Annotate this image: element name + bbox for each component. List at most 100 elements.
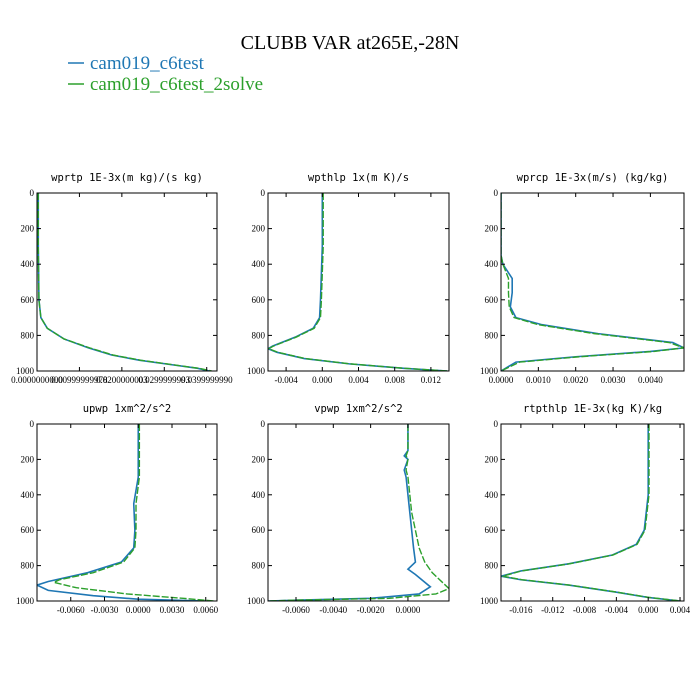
y-tick-label: 0 <box>261 419 266 429</box>
series-line-c6test <box>37 424 206 601</box>
panel-title: wprtp 1E-3x(m kg)/(s kg) <box>51 172 203 184</box>
x-tick-label: 0.0030 <box>601 375 626 385</box>
axis-frame <box>36 423 218 602</box>
panel-title: upwp 1xm^2/s^2 <box>83 403 172 415</box>
axis-frame <box>267 423 450 602</box>
x-tick-label: -0.004 <box>274 375 298 385</box>
series-line-c6test <box>268 424 432 601</box>
chart-panel-5: vpwp 1xm^2/s^2 0 200 400 600 800 1000 -0.0060 -0… <box>247 403 450 615</box>
y-tick-label: 800 <box>21 561 35 571</box>
series-line-c6test-2solve <box>51 424 215 601</box>
x-tick-label: 0.0060 <box>193 605 218 615</box>
x-tick-label: -0.0020 <box>357 605 385 615</box>
y-tick-label: 200 <box>21 454 35 464</box>
series-line-c6test <box>37 193 210 371</box>
y-tick-label: 600 <box>21 525 35 535</box>
y-tick-label: 1000 <box>16 366 35 376</box>
y-tick-label: 200 <box>21 224 35 234</box>
y-tick-label: 600 <box>252 525 266 535</box>
y-tick-label: 1000 <box>247 366 266 376</box>
y-tick-label: 200 <box>485 224 499 234</box>
y-tick-label: 200 <box>252 454 266 464</box>
x-tick-label: 0.0030 <box>160 605 185 615</box>
y-tick-label: 0 <box>494 419 499 429</box>
y-tick-label: 0 <box>261 188 266 198</box>
x-tick-label: 0.0000 <box>126 605 151 615</box>
x-tick-label: 0.0040 <box>638 375 663 385</box>
series-line-c6test-2solve <box>501 193 684 371</box>
y-tick-label: 1000 <box>480 366 499 376</box>
series-line-c6test-2solve <box>268 193 449 371</box>
x-tick-label: 0.0020 <box>563 375 588 385</box>
y-tick-label: 600 <box>21 295 35 305</box>
legend: cam019_c6test cam019_c6test_2solve <box>68 53 263 95</box>
y-tick-label: 600 <box>252 295 266 305</box>
panel-title: vpwp 1xm^2/s^2 <box>314 403 403 415</box>
series-line-c6test <box>501 193 684 371</box>
x-tick-label: 0.0000000000 <box>11 375 63 385</box>
x-tick-label: 0.0000 <box>489 375 514 385</box>
y-tick-label: 0 <box>30 188 35 198</box>
x-tick-label: 0.004 <box>670 605 691 615</box>
y-tick-label: 800 <box>252 330 266 340</box>
y-tick-label: 200 <box>252 224 266 234</box>
x-tick-label: 0.0000 <box>396 605 421 615</box>
axis-frame <box>500 423 685 602</box>
y-tick-label: 800 <box>485 561 499 571</box>
y-tick-label: 800 <box>485 330 499 340</box>
panel-title: wpthlp 1x(m K)/s <box>308 172 409 184</box>
y-tick-label: 400 <box>252 259 266 269</box>
x-tick-label: 0.012 <box>421 375 441 385</box>
panel-title: wprcp 1E-3x(m/s) (kg/kg) <box>517 172 669 184</box>
x-tick-label: -0.0040 <box>319 605 347 615</box>
chart-panel-6: rtpthlp 1E-3x(kg K)/kg02004006008001000-… <box>480 403 691 615</box>
chart-panel-1: wprtp 1E-3x(m kg)/(s kg) 0 200 400 600 800 100… <box>11 172 233 385</box>
x-tick-label: -0.012 <box>541 605 564 615</box>
series-line-c6test <box>268 193 448 371</box>
series-line-c6test-2solve <box>502 424 681 601</box>
y-tick-label: 1000 <box>247 596 266 606</box>
x-tick-label: -0.016 <box>509 605 533 615</box>
x-tick-label: -0.0060 <box>282 605 310 615</box>
figure-title: CLUBB VAR at265E,-28N <box>241 32 460 54</box>
x-tick-label: -0.0030 <box>91 605 119 615</box>
y-tick-label: 400 <box>21 259 35 269</box>
y-tick-label: 600 <box>485 525 499 535</box>
x-tick-label: 0.0010 <box>526 375 551 385</box>
y-tick-label: 800 <box>21 330 35 340</box>
series-line-c6test-2solve <box>37 193 213 371</box>
x-tick-label: 0.00999999978 <box>51 375 108 385</box>
axis-frame <box>500 192 685 372</box>
x-tick-label: 0.000 <box>312 375 333 385</box>
axis-frame <box>36 192 218 372</box>
legend-label-2: cam019_c6test_2solve <box>90 74 263 95</box>
panels-grid: wprtp 1E-3x(m kg)/(s kg) 0 200 400 600 800 100… <box>11 172 691 615</box>
y-tick-label: 1000 <box>16 596 35 606</box>
y-tick-label: 1000 <box>480 596 499 606</box>
x-tick-label: -0.008 <box>573 605 597 615</box>
y-tick-label: 400 <box>485 490 499 500</box>
y-tick-label: 400 <box>252 490 266 500</box>
x-tick-label: 0.008 <box>385 375 406 385</box>
series-line-c6test-2solve <box>268 424 449 601</box>
y-tick-label: 0 <box>30 419 35 429</box>
x-tick-label: -0.004 <box>605 605 629 615</box>
x-tick-label: 0.004 <box>348 375 369 385</box>
x-tick-label: 0.0299999993 <box>138 375 190 385</box>
y-tick-label: 400 <box>485 259 499 269</box>
y-tick-label: 0 <box>494 188 499 198</box>
y-tick-label: 200 <box>485 454 499 464</box>
y-tick-label: 800 <box>252 561 266 571</box>
x-tick-label: 0.0399999990 <box>181 375 233 385</box>
chart-panel-3: wprcp 1E-3x(m/s) (kg/kg) 0 200 400 600 800 100… <box>480 172 685 385</box>
y-tick-label: 400 <box>21 490 35 500</box>
x-tick-label: 0.0200000003 <box>96 375 148 385</box>
chart-panel-4: upwp 1xm^2/s^2 0 200 400 600 800 1000 -0.0060 -0… <box>16 403 219 615</box>
chart-panel-2: wpthlp 1x(m K)/s 0 200 400 600 800 1000 -0.004 0… <box>247 172 450 385</box>
y-tick-label: 600 <box>485 295 499 305</box>
x-tick-label: 0.000 <box>638 605 659 615</box>
x-tick-label: -0.0060 <box>57 605 85 615</box>
panel-title: rtpthlp 1E-3x(kg K)/kg <box>523 403 662 415</box>
series-line-c6test <box>501 424 681 601</box>
